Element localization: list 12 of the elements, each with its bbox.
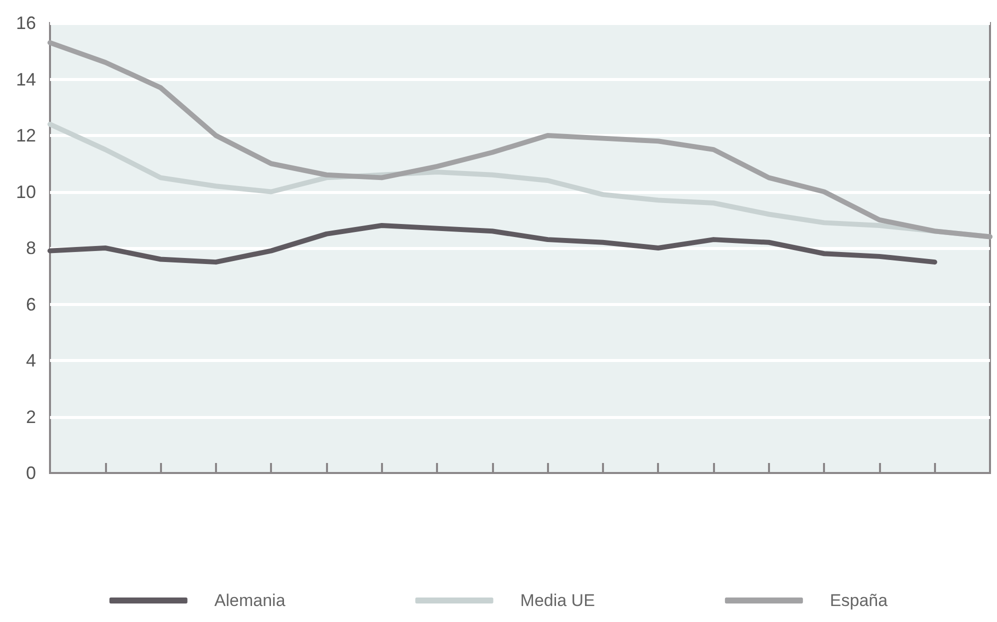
y-tick-label: 8 [26, 238, 36, 258]
y-tick-label: 2 [26, 406, 36, 427]
y-tick-label: 10 [16, 182, 36, 202]
y-tick-label: 6 [26, 294, 36, 314]
y-tick-label: 14 [16, 69, 36, 90]
legend-label: Alemania [214, 591, 286, 610]
y-tick-label: 4 [26, 350, 36, 370]
y-tick-label: 0 [26, 463, 36, 483]
y-tick-label: 16 [16, 13, 36, 33]
y-tick-label: 12 [16, 126, 36, 146]
legend-label: España [830, 591, 888, 610]
legend-label: Media UE [520, 591, 595, 610]
